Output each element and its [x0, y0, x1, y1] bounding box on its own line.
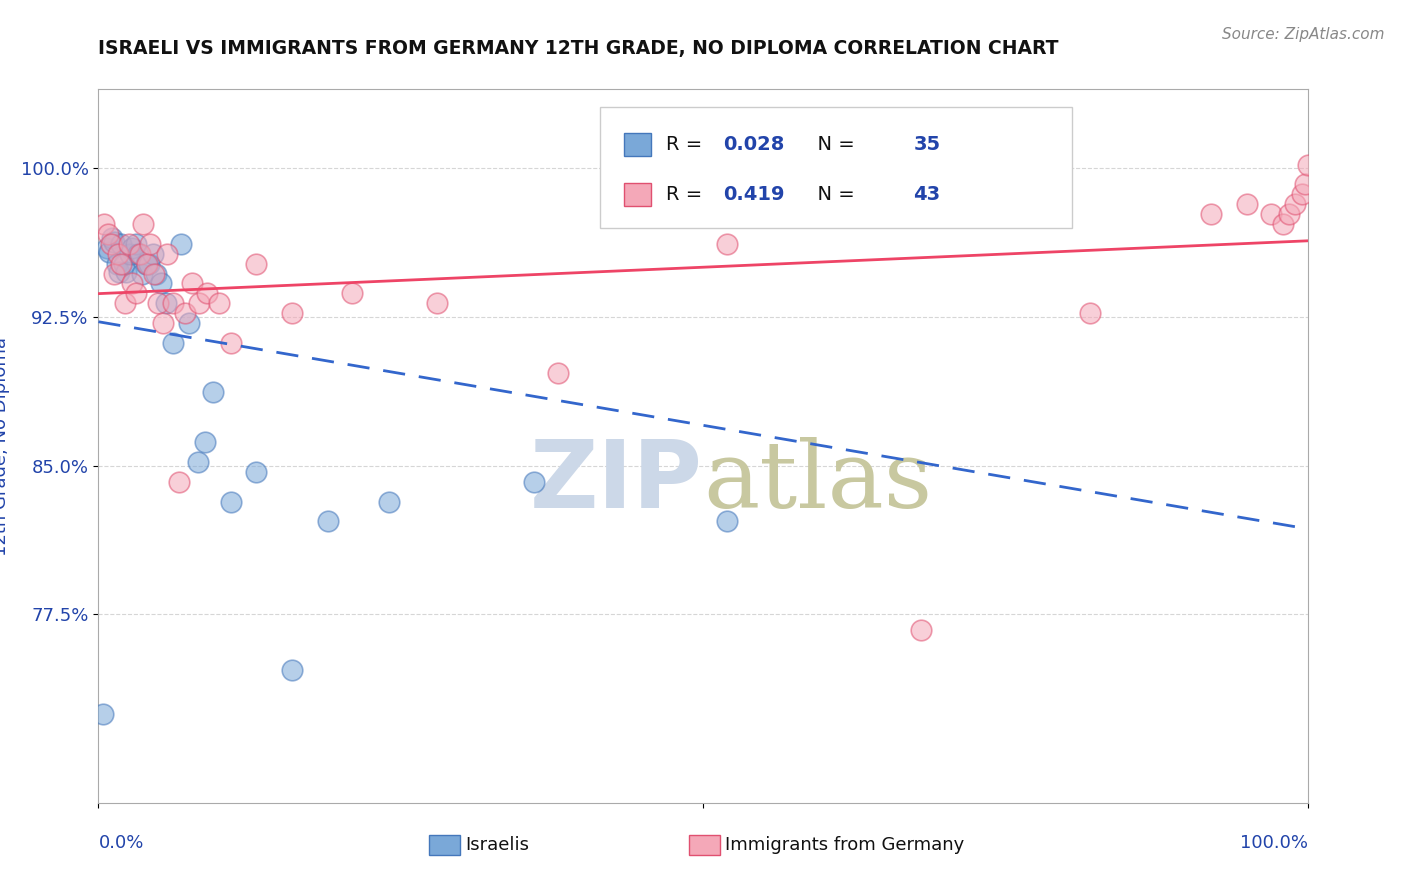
Point — [221, 494, 243, 508]
Point — [1272, 217, 1295, 231]
Point — [342, 286, 364, 301]
Point — [187, 296, 209, 310]
Point — [208, 296, 231, 310]
Text: Israelis: Israelis — [465, 836, 530, 854]
Point — [1078, 306, 1101, 320]
Point — [547, 366, 569, 380]
Text: R =: R = — [665, 136, 709, 154]
Point — [145, 267, 167, 281]
Text: R =: R = — [665, 186, 709, 204]
Point — [523, 475, 546, 489]
Point — [245, 465, 267, 479]
Text: 100.0%: 100.0% — [1240, 834, 1308, 852]
Point — [1278, 207, 1301, 221]
Point — [139, 236, 162, 251]
Point — [108, 264, 131, 278]
Point — [110, 236, 132, 251]
Text: Immigrants from Germany: Immigrants from Germany — [725, 836, 965, 854]
Point — [103, 235, 125, 249]
Point — [112, 257, 135, 271]
Point — [169, 475, 191, 489]
Point — [143, 267, 166, 281]
Point — [377, 494, 399, 508]
Point — [162, 296, 184, 310]
Point — [97, 227, 120, 241]
Point — [281, 306, 304, 320]
Bar — [624, 184, 651, 206]
Text: Source: ZipAtlas.com: Source: ZipAtlas.com — [1222, 27, 1385, 42]
Y-axis label: 12th Grade, No Diploma: 12th Grade, No Diploma — [0, 336, 10, 556]
Point — [162, 335, 184, 350]
Point — [132, 217, 155, 231]
Point — [135, 257, 157, 271]
Point — [127, 246, 149, 260]
Point — [125, 286, 148, 301]
Point — [716, 236, 738, 251]
Point — [146, 296, 169, 310]
Text: 35: 35 — [914, 136, 941, 154]
Point — [100, 231, 122, 245]
Text: ZIP: ZIP — [530, 435, 703, 528]
Point — [135, 257, 157, 271]
Point — [187, 455, 209, 469]
Point — [121, 277, 143, 291]
Point — [202, 385, 225, 400]
Point — [131, 267, 153, 281]
Point — [177, 316, 201, 330]
Point — [169, 236, 191, 251]
Point — [957, 178, 980, 192]
Text: N =: N = — [804, 186, 860, 204]
Text: 0.0%: 0.0% — [98, 834, 143, 852]
Point — [93, 217, 115, 231]
Point — [91, 706, 114, 721]
Point — [195, 286, 218, 301]
Point — [156, 246, 179, 260]
Point — [107, 246, 129, 260]
Point — [1294, 178, 1316, 192]
Bar — [624, 134, 651, 156]
Point — [245, 257, 267, 271]
Point — [426, 296, 449, 310]
Point — [96, 241, 118, 255]
Point — [316, 514, 339, 528]
Point — [121, 241, 143, 255]
Text: 0.419: 0.419 — [724, 186, 785, 204]
Point — [1236, 197, 1258, 211]
Point — [118, 246, 141, 260]
Point — [180, 277, 202, 291]
Point — [118, 236, 141, 251]
Point — [910, 624, 932, 638]
Point — [1291, 187, 1313, 202]
FancyBboxPatch shape — [600, 107, 1071, 228]
Point — [221, 335, 243, 350]
Point — [128, 246, 150, 260]
Text: atlas: atlas — [703, 437, 932, 526]
Text: N =: N = — [804, 136, 860, 154]
Point — [105, 257, 128, 271]
Point — [716, 514, 738, 528]
Text: 43: 43 — [914, 186, 941, 204]
Point — [150, 277, 173, 291]
Point — [98, 244, 121, 259]
Point — [1199, 207, 1222, 221]
Point — [281, 663, 304, 677]
Point — [1284, 197, 1306, 211]
Point — [103, 267, 125, 281]
Point — [155, 296, 177, 310]
Point — [152, 316, 174, 330]
Point — [125, 236, 148, 251]
Point — [1260, 207, 1282, 221]
Point — [115, 264, 138, 278]
Point — [138, 257, 160, 271]
Point — [100, 236, 122, 251]
Point — [142, 246, 165, 260]
Point — [194, 435, 217, 450]
Point — [110, 257, 132, 271]
Text: ISRAELI VS IMMIGRANTS FROM GERMANY 12TH GRADE, NO DIPLOMA CORRELATION CHART: ISRAELI VS IMMIGRANTS FROM GERMANY 12TH … — [98, 39, 1059, 58]
Point — [174, 306, 197, 320]
Point — [114, 296, 136, 310]
Point — [1296, 157, 1319, 171]
Text: 0.028: 0.028 — [724, 136, 785, 154]
